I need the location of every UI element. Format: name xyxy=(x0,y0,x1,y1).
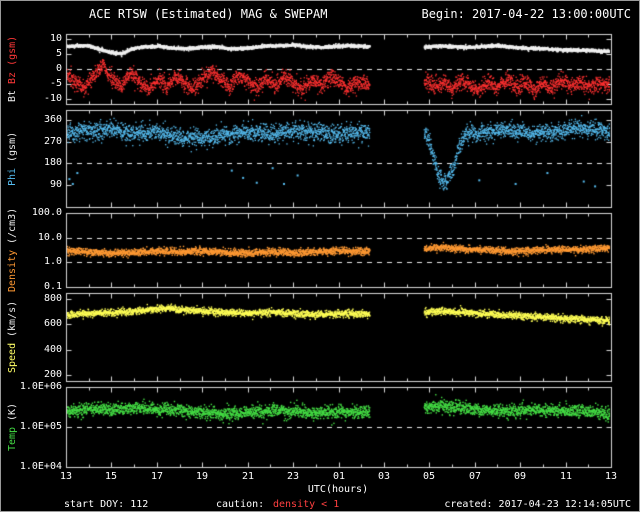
y-tick-label: 200 xyxy=(43,369,62,380)
footer-created-timestamp: created: 2017-04-23 12:14:05UTC xyxy=(444,499,631,510)
y-axis-title-part: (K) xyxy=(7,402,18,427)
y-tick-label: 0 xyxy=(55,63,62,74)
y-axis-title-part: (gsm) xyxy=(7,131,18,168)
y-axis-title-phi: Phi (gsm) xyxy=(5,110,21,207)
y-tick-label: -5 xyxy=(49,78,62,89)
y-tick-label: 90 xyxy=(49,179,62,190)
y-axis-title-part: Temp xyxy=(7,427,18,452)
y-tick-label: 1.0E+05 xyxy=(19,421,62,432)
y-axis-title-part: Bz (gsm) xyxy=(7,35,18,91)
y-tick-label: 10 xyxy=(49,33,62,44)
y-axis-title-part: (/cm3) xyxy=(7,207,18,250)
y-axis-title-density: Density (/cm3) xyxy=(5,208,21,292)
x-tick-label: 19 xyxy=(195,471,209,482)
footer-caution-value: density < 1 xyxy=(273,499,340,510)
y-tick-label: -10 xyxy=(43,93,62,104)
y-axis-title-part: Density xyxy=(7,250,18,293)
y-tick-label: 360 xyxy=(43,114,62,125)
x-tick-label: 13 xyxy=(59,471,73,482)
y-axis-title-part: (km/s) xyxy=(7,300,18,344)
x-tick-label: 01 xyxy=(332,471,346,482)
x-tick-label: 09 xyxy=(513,471,527,482)
y-axis-title-part: Speed xyxy=(7,343,18,374)
x-tick-label: 13 xyxy=(604,471,618,482)
x-tick-label: 17 xyxy=(150,471,164,482)
y-axis-title-bt-bz: Bt Bz (gsm) xyxy=(5,34,21,104)
y-tick-label: 10.0 xyxy=(37,232,62,243)
y-tick-label: 600 xyxy=(43,318,62,329)
y-axis-title-temp: Temp (K) xyxy=(5,387,21,467)
y-axis-title-part: Phi xyxy=(7,167,18,186)
x-tick-label: 03 xyxy=(377,471,391,482)
footer-start-doy: start DOY: 112 xyxy=(64,499,149,510)
y-tick-label: 800 xyxy=(43,293,62,304)
y-tick-label: 1.0 xyxy=(43,256,62,267)
x-tick-label: 23 xyxy=(286,471,300,482)
y-tick-label: 400 xyxy=(43,344,62,355)
x-tick-label: 21 xyxy=(241,471,255,482)
y-tick-label: 0.1 xyxy=(43,281,62,292)
y-axis-title-speed: Speed (km/s) xyxy=(5,293,21,381)
y-tick-label: 1.0E+04 xyxy=(19,461,62,472)
x-tick-label: 07 xyxy=(468,471,482,482)
y-tick-label: 1.0E+06 xyxy=(19,381,62,392)
y-axis-title-part: Bt xyxy=(7,90,18,103)
y-tick-label: 270 xyxy=(43,136,62,147)
y-tick-label: 5 xyxy=(55,48,62,59)
y-tick-label: 100.0 xyxy=(31,207,62,218)
x-axis-title: UTC(hours) xyxy=(307,484,369,495)
x-tick-label: 05 xyxy=(422,471,436,482)
x-tick-label: 15 xyxy=(104,471,118,482)
y-tick-label: 180 xyxy=(43,157,62,168)
plot-begin-timestamp: Begin: 2017-04-22 13:00:00UTC xyxy=(421,7,631,21)
plot-title: ACE RTSW (Estimated) MAG & SWEPAM xyxy=(89,7,328,21)
x-tick-label: 11 xyxy=(559,471,573,482)
footer-caution-label: caution: xyxy=(216,499,265,510)
